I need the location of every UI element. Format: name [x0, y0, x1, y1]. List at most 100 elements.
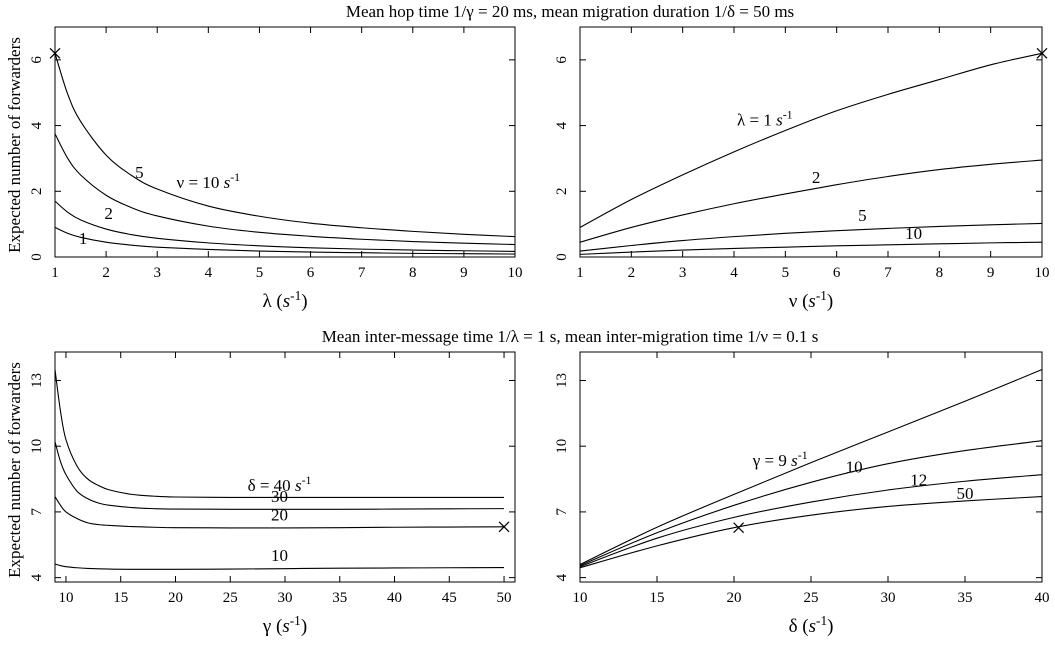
- series-line-2: [54, 133, 516, 246]
- x-tick-label: 10: [573, 590, 588, 606]
- x-tick-label: 2: [628, 265, 636, 281]
- plot-frame: [54, 26, 516, 258]
- y-tick-label: 4: [554, 121, 570, 129]
- series-line-3: [54, 200, 516, 252]
- x-tick-label: 25: [804, 590, 819, 606]
- series-line-3: [54, 496, 505, 529]
- x-tick-label: 8: [936, 265, 944, 281]
- curve-label-2: 2: [812, 168, 821, 187]
- y-tick-label: 0: [29, 253, 45, 261]
- curve-label-2: 10: [846, 457, 863, 476]
- x-tick-label: 6: [307, 265, 315, 281]
- cross-marker-stroke: [498, 521, 510, 533]
- curve-label-1: γ = 9 s-1: [752, 448, 808, 470]
- x-tick-label: 30: [278, 590, 293, 606]
- x-axis-label: γ (s-1): [262, 613, 307, 638]
- x-tick-label: 9: [987, 265, 995, 281]
- x-tick-label: 35: [332, 590, 347, 606]
- x-tick-label: 3: [153, 265, 161, 281]
- x-tick-label: 35: [958, 590, 973, 606]
- y-tick-label: 13: [29, 373, 45, 388]
- x-tick-label: 1: [51, 265, 59, 281]
- y-tick-label: 10: [29, 439, 45, 454]
- series-line-4: [579, 496, 1043, 569]
- y-tick-label: 4: [29, 121, 45, 129]
- x-tick-label: 40: [1035, 590, 1050, 606]
- curve-label-4: 10: [905, 224, 922, 243]
- x-axis-label: ν (s-1): [789, 288, 833, 313]
- x-tick-label: 50: [497, 590, 512, 606]
- curve-label-2: 5: [135, 163, 144, 182]
- cross-marker-stroke: [49, 47, 61, 59]
- x-tick-label: 3: [679, 265, 687, 281]
- x-tick-label: 45: [442, 590, 457, 606]
- x-tick-label: 30: [881, 590, 896, 606]
- curve-label-3: 5: [858, 206, 867, 225]
- series-line-1: [579, 369, 1043, 565]
- x-tick-label: 40: [387, 590, 402, 606]
- curve-label-1: λ = 1 s-1: [737, 108, 793, 130]
- series-line-1: [579, 52, 1043, 228]
- y-tick-label: 0: [554, 253, 570, 261]
- y-tick-label: 10: [554, 439, 570, 454]
- series-line-3: [579, 222, 1043, 252]
- x-tick-label: 10: [508, 265, 523, 281]
- cross-marker-stroke: [733, 522, 745, 534]
- cross-marker-stroke: [1036, 47, 1048, 59]
- top-y-axis-label: Expected number of forwarders: [5, 37, 24, 253]
- x-tick-label: 10: [58, 590, 73, 606]
- cross-marker: [49, 47, 61, 59]
- x-tick-label: 9: [460, 265, 468, 281]
- chart-panel-4: 10 15 20 25 30 35 40 4 7 10 13 δ (s-1) γ = 9 s-1 10 12…: [554, 351, 1050, 638]
- y-tick-label: 4: [29, 573, 45, 581]
- cross-marker: [733, 522, 745, 534]
- x-tick-label: 4: [730, 265, 738, 281]
- x-tick-label: 15: [113, 590, 128, 606]
- x-tick-label: 5: [782, 265, 790, 281]
- series-line-2: [579, 159, 1043, 243]
- x-tick-label: 6: [833, 265, 841, 281]
- x-tick-label: 20: [168, 590, 183, 606]
- curve-label-3: 12: [910, 471, 927, 490]
- curve-label-3: 20: [271, 506, 288, 525]
- chart-panel-3: 10 15 20 25 30 35 40 45 50 4 7 10 13 γ (s-1) δ = 40 s-…: [29, 351, 516, 638]
- curve-label-4: 10: [271, 546, 288, 565]
- x-tick-label: 7: [358, 265, 366, 281]
- curve-label-1: ν = 10 s-1: [177, 170, 241, 192]
- y-tick-label: 6: [29, 56, 45, 64]
- y-tick-label: 13: [554, 373, 570, 388]
- bottom-title: Mean inter-message time 1/λ = 1 s, mean …: [322, 327, 819, 346]
- series-line-1: [54, 53, 516, 238]
- series-line-4: [579, 241, 1043, 255]
- x-tick-label: 15: [650, 590, 665, 606]
- x-tick-label: 25: [223, 590, 238, 606]
- cross-marker: [1036, 47, 1048, 59]
- curve-label-4: 1: [79, 229, 88, 248]
- y-tick-label: 7: [554, 508, 570, 516]
- curve-label-4: 50: [957, 484, 974, 503]
- series-line-4: [54, 563, 505, 570]
- top-title: Mean hop time 1/γ = 20 ms, mean migratio…: [346, 2, 794, 21]
- series-line-3: [579, 474, 1043, 568]
- plot-frame: [579, 26, 1043, 258]
- y-tick-label: 2: [29, 188, 45, 196]
- curve-label-3: 2: [104, 204, 113, 223]
- x-axis-label: λ (s-1): [262, 288, 307, 313]
- x-tick-label: 4: [205, 265, 213, 281]
- series-line-1: [54, 369, 505, 499]
- x-tick-label: 2: [102, 265, 110, 281]
- series-line-2: [54, 441, 505, 510]
- x-tick-label: 20: [727, 590, 742, 606]
- series-line-2: [579, 440, 1043, 567]
- series-line-4: [54, 226, 516, 255]
- x-axis-label: δ (s-1): [789, 613, 834, 638]
- cross-marker: [498, 521, 510, 533]
- x-tick-label: 10: [1035, 265, 1050, 281]
- y-tick-label: 2: [554, 188, 570, 196]
- bottom-y-axis-label: Expected number of forwarders: [5, 362, 24, 578]
- x-tick-label: 7: [884, 265, 892, 281]
